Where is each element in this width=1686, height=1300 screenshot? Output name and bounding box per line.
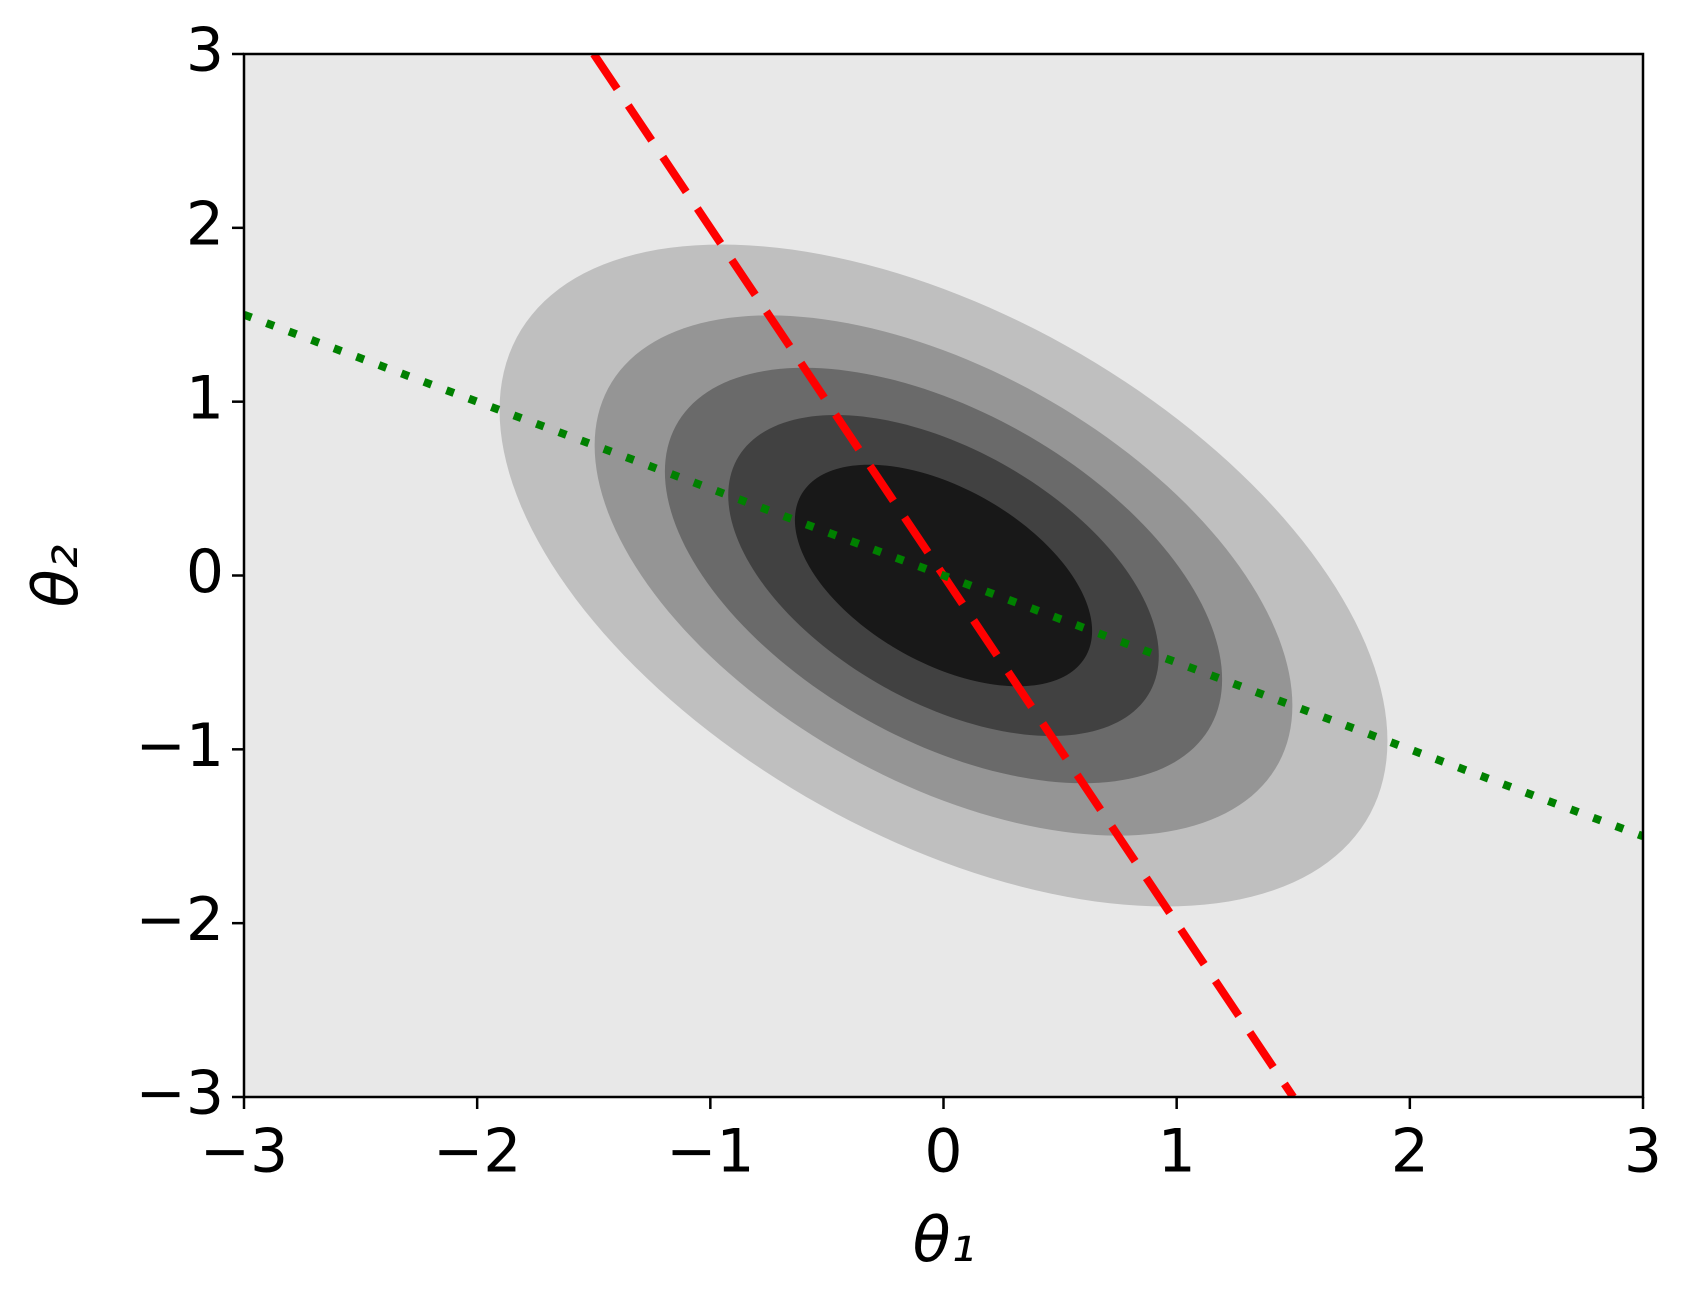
y-tick-label: −3 — [136, 1059, 224, 1129]
y-tick-label: −1 — [136, 711, 224, 781]
plot-area — [244, 54, 1643, 1097]
line — [244, 311, 1643, 840]
x-tick-label: 2 — [1391, 1117, 1429, 1187]
x-tick-label: −3 — [200, 1117, 288, 1187]
x-tick-label: −2 — [433, 1117, 521, 1187]
y-tick-label: 1 — [186, 363, 224, 433]
x-tick-label: 1 — [1158, 1117, 1196, 1187]
x-tick-label: 3 — [1624, 1117, 1662, 1187]
y-tick-label: 0 — [186, 537, 224, 607]
y-tick-label: −2 — [136, 885, 224, 955]
y-axis-label: θ₂ — [19, 545, 92, 608]
x-tick-label: 0 — [924, 1117, 962, 1187]
x-axis-label: θ₁ — [913, 1203, 976, 1276]
y-tick-label: 2 — [186, 189, 224, 259]
x-tick-label: −1 — [666, 1117, 754, 1187]
y-tick-label: 3 — [186, 16, 224, 86]
